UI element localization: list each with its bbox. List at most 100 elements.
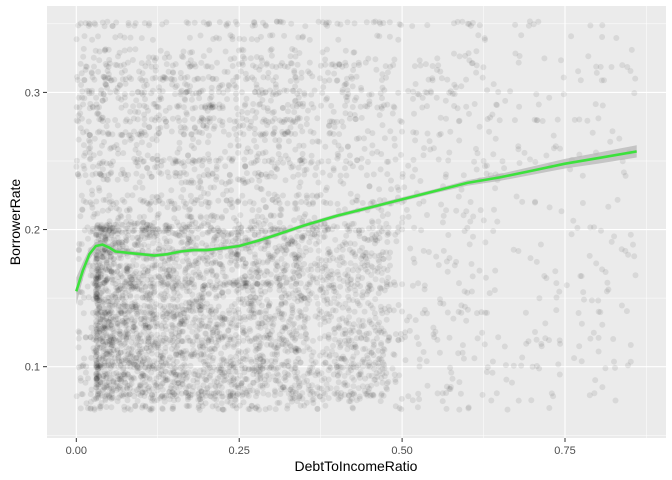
- data-point: [241, 386, 248, 393]
- data-point: [137, 392, 144, 399]
- data-point: [163, 288, 170, 295]
- data-point: [570, 217, 577, 224]
- data-point: [412, 81, 419, 87]
- data-point: [132, 108, 139, 115]
- data-point: [281, 261, 288, 268]
- data-point: [301, 379, 308, 385]
- data-point: [311, 214, 318, 221]
- data-point: [378, 228, 385, 235]
- data-point: [321, 333, 328, 340]
- data-point: [201, 290, 208, 297]
- data-point: [437, 114, 444, 121]
- data-point: [358, 255, 365, 262]
- data-point: [226, 172, 233, 179]
- data-point: [187, 192, 194, 199]
- data-point: [115, 339, 122, 346]
- data-point: [219, 213, 226, 220]
- data-point: [89, 163, 96, 170]
- data-point: [290, 268, 297, 275]
- data-point: [201, 282, 208, 289]
- data-point: [595, 297, 602, 304]
- data-point: [367, 302, 374, 309]
- data-point: [249, 107, 256, 114]
- data-point: [272, 244, 279, 251]
- data-point: [327, 385, 334, 392]
- data-point: [473, 166, 480, 173]
- data-point: [397, 117, 404, 124]
- data-point: [276, 283, 283, 290]
- data-point: [259, 259, 266, 266]
- data-point: [127, 34, 134, 41]
- point-layer: [73, 18, 639, 414]
- data-point: [252, 254, 258, 261]
- data-point: [127, 406, 134, 413]
- data-point: [280, 192, 286, 199]
- data-point: [219, 289, 226, 296]
- data-point: [202, 400, 209, 407]
- data-point: [228, 231, 235, 238]
- data-point: [477, 207, 484, 214]
- data-point: [383, 384, 390, 391]
- data-point: [233, 405, 240, 412]
- data-point: [287, 124, 294, 131]
- data-point: [403, 206, 410, 213]
- data-point: [130, 364, 137, 371]
- data-point: [149, 364, 156, 371]
- data-point: [203, 392, 210, 399]
- data-point: [274, 226, 281, 233]
- data-point: [321, 220, 328, 227]
- data-point: [160, 313, 167, 320]
- data-point: [341, 239, 348, 246]
- data-point: [160, 331, 167, 338]
- data-point: [97, 316, 104, 323]
- data-point: [538, 340, 545, 347]
- data-point: [216, 261, 223, 268]
- data-point: [257, 294, 263, 301]
- data-point: [259, 97, 266, 103]
- data-point: [156, 228, 163, 235]
- data-point: [142, 403, 149, 410]
- data-point: [237, 295, 244, 302]
- data-point: [271, 226, 278, 233]
- data-point: [366, 183, 373, 190]
- data-point: [415, 341, 422, 348]
- data-point: [293, 280, 300, 287]
- data-point: [171, 315, 178, 322]
- data-point: [489, 358, 496, 365]
- data-point: [554, 116, 561, 123]
- data-point: [186, 303, 193, 310]
- data-point: [136, 350, 143, 357]
- data-point: [144, 231, 151, 238]
- data-point: [181, 279, 188, 286]
- data-point: [327, 364, 334, 371]
- data-point: [85, 179, 92, 186]
- data-point: [92, 322, 99, 329]
- data-point: [97, 262, 104, 269]
- data-point: [94, 392, 101, 399]
- data-point: [188, 307, 194, 314]
- data-point: [365, 300, 372, 307]
- data-point: [220, 356, 227, 362]
- data-point: [309, 138, 316, 145]
- data-point: [118, 342, 125, 349]
- data-point: [263, 267, 270, 274]
- data-point: [188, 142, 195, 149]
- data-point: [139, 404, 146, 411]
- data-point: [522, 309, 529, 316]
- data-point: [186, 207, 193, 214]
- data-point: [183, 375, 190, 382]
- data-point: [491, 287, 498, 294]
- data-point: [256, 309, 263, 316]
- data-point: [438, 75, 445, 82]
- data-point: [376, 235, 383, 242]
- data-point: [267, 314, 274, 320]
- data-point: [366, 237, 373, 243]
- data-point: [234, 251, 241, 258]
- data-point: [489, 369, 496, 376]
- data-point: [181, 310, 188, 317]
- data-point: [241, 36, 248, 43]
- data-point: [218, 390, 225, 397]
- data-point: [521, 149, 528, 156]
- data-point: [134, 334, 141, 341]
- data-point: [331, 288, 338, 295]
